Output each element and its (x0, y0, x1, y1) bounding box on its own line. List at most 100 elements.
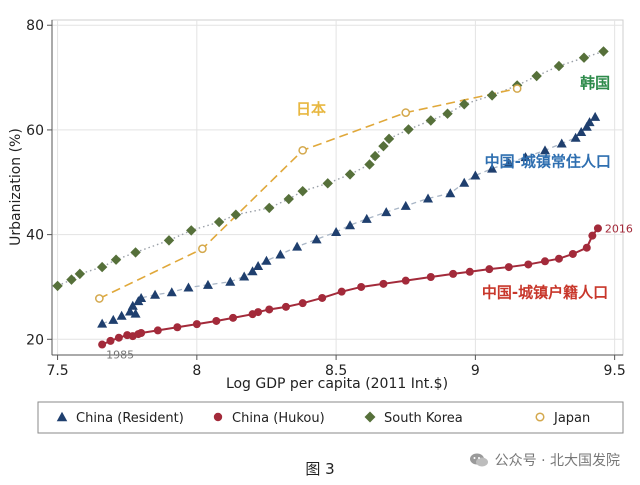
korea-point (96, 261, 108, 273)
resident-point (247, 266, 258, 276)
resident-point (423, 193, 434, 203)
resident-point (127, 300, 138, 310)
korea-point (52, 280, 63, 292)
resident-point (556, 138, 567, 148)
resident-point (183, 282, 194, 292)
resident-point (540, 145, 551, 155)
resident-point (239, 271, 250, 281)
hukou-point (449, 269, 458, 278)
y-tick-label: 40 (26, 228, 44, 244)
hukou-point (554, 254, 563, 263)
hukou-point (504, 263, 513, 272)
figure-caption: 图 3 (305, 460, 335, 478)
x-tick-label: 7.5 (46, 363, 68, 379)
y-tick-label: 80 (26, 18, 44, 34)
hukou-point (229, 313, 238, 322)
japan-legend-marker (535, 412, 545, 422)
resident-point (400, 200, 411, 210)
resident-point (381, 207, 392, 217)
korea-point (297, 185, 308, 197)
japan-point (512, 84, 522, 93)
resident-point (487, 163, 498, 173)
hukou-point (153, 326, 162, 335)
resident-point (124, 306, 135, 316)
x-tick-label: 9.5 (604, 363, 626, 379)
korea-point (578, 52, 590, 63)
hukou-point (192, 320, 201, 329)
hukou-point (541, 257, 550, 266)
hukou-point (106, 336, 115, 345)
hukou-point (114, 333, 123, 342)
watermark-text: 公众号 · 北大国发院 (494, 453, 620, 469)
resident-point (253, 261, 264, 271)
korea-point (442, 108, 453, 119)
plot-frame (51, 19, 624, 356)
hukou-legend-marker (213, 412, 223, 422)
resident-point (202, 279, 213, 289)
x-axis-title: Log GDP per capita (2011 Int.$) (226, 376, 448, 392)
resident-point (108, 314, 119, 324)
annotation-label: 中国-城镇常住人口 (485, 153, 611, 171)
japan-point (298, 145, 308, 155)
resident-legend-marker (56, 411, 68, 422)
hukou-point (465, 267, 474, 276)
hukou-point (357, 282, 366, 291)
hukou-point (593, 224, 602, 233)
korea-point (110, 254, 122, 265)
axes: 20 40 60 80 7.5 8 8.5 9 9.5 (26, 18, 626, 379)
resident-point (116, 310, 127, 320)
y-axis-title: Urbanization (%) (8, 128, 24, 246)
korea-point (425, 115, 437, 126)
hukou-point (137, 329, 146, 338)
resident-point (331, 226, 342, 236)
resident-point (581, 121, 592, 131)
resident-point (459, 177, 470, 187)
korea-point (130, 247, 141, 258)
resident-point (97, 318, 108, 328)
korea-point (598, 46, 609, 57)
korea-point (378, 140, 389, 152)
x-tick-label: 8.5 (325, 363, 347, 379)
resident-point (590, 111, 601, 121)
hukou-point (298, 299, 307, 308)
hukou-point (588, 231, 597, 240)
resident-point (225, 276, 236, 286)
x-tick-label: 8 (192, 363, 201, 379)
hukou-point (98, 340, 107, 349)
x-tick-label: 9 (471, 363, 480, 379)
korea-point (383, 133, 395, 145)
annotation-label: 1985 (106, 349, 134, 362)
resident-point (576, 127, 587, 137)
legend-box (37, 401, 624, 434)
y-tick-label: 20 (26, 332, 44, 348)
japan-point (198, 244, 207, 254)
korea-legend-marker (364, 411, 376, 423)
korea-point (283, 193, 294, 205)
hukou-point (582, 243, 591, 252)
korea-point (322, 178, 333, 189)
korea-point (403, 124, 414, 135)
hukou-point (254, 308, 263, 317)
resident-point (261, 255, 272, 265)
korea-point (486, 90, 498, 101)
resident-point (570, 132, 581, 142)
korea-point (163, 235, 175, 246)
korea-point (344, 169, 356, 180)
hukou-point (281, 302, 290, 311)
resident-series-line (101, 116, 596, 325)
korea-legend-label: South Korea (384, 411, 463, 426)
resident-point (503, 157, 514, 167)
watermark: 公众号 · 北大国发院 (469, 450, 620, 470)
resident-point (445, 188, 456, 198)
korea-point (264, 202, 275, 214)
hukou-point (524, 260, 533, 269)
korea-point (74, 268, 86, 280)
resident-point (136, 292, 147, 302)
annotation-label: 2016 (605, 222, 633, 235)
hukou-point (426, 273, 435, 282)
resident-point (470, 170, 481, 180)
legend: China (Resident) China (Hukou) South Korea… (56, 411, 590, 426)
hukou-point (265, 305, 274, 314)
annotation-label: 日本 (296, 100, 326, 118)
